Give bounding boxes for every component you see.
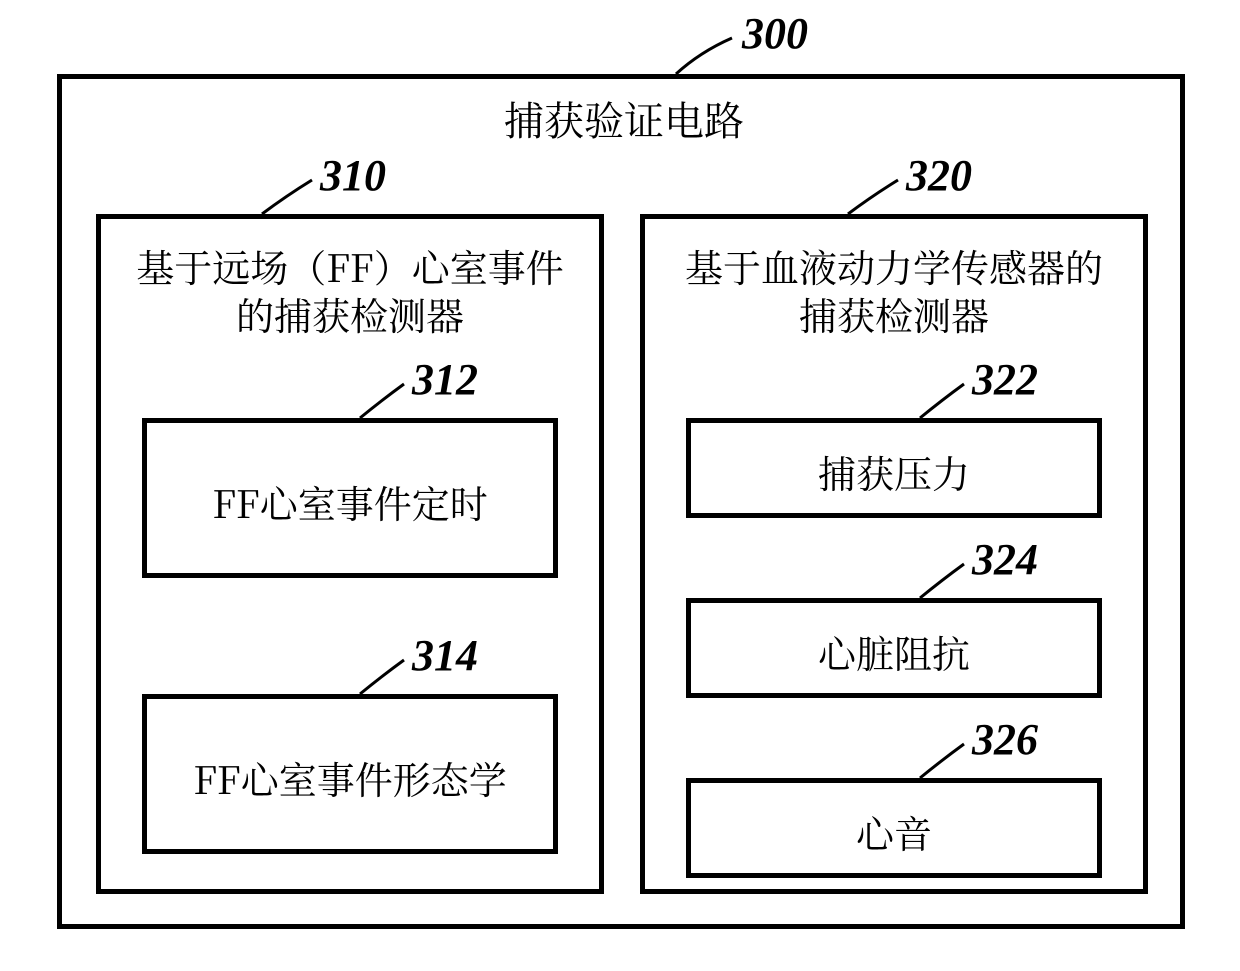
right-title: 基于血液动力学传感器的 捕获检测器 <box>656 242 1132 337</box>
ref-312: 312 <box>412 352 478 407</box>
label-322: 捕获压力 <box>694 448 1094 496</box>
label-324: 心脏阻抗 <box>694 628 1094 676</box>
ref-326: 326 <box>972 712 1038 767</box>
outer-ref: 300 <box>742 6 808 61</box>
ref-322: 322 <box>972 352 1038 407</box>
ref-324: 324 <box>972 532 1038 587</box>
ref-314: 314 <box>412 628 478 683</box>
label-326: 心音 <box>694 808 1094 856</box>
diagram-canvas: 捕获验证电路 300 基于远场（FF）心室事件 的捕获检测器 310 FF心室事… <box>0 0 1240 971</box>
label-312: FF心室事件定时 <box>150 478 550 526</box>
outer-title: 捕获验证电路 <box>414 94 834 144</box>
right-ref: 320 <box>906 148 972 203</box>
left-ref: 310 <box>320 148 386 203</box>
label-314: FF心室事件形态学 <box>150 754 550 802</box>
left-title: 基于远场（FF）心室事件 的捕获检测器 <box>112 242 588 337</box>
